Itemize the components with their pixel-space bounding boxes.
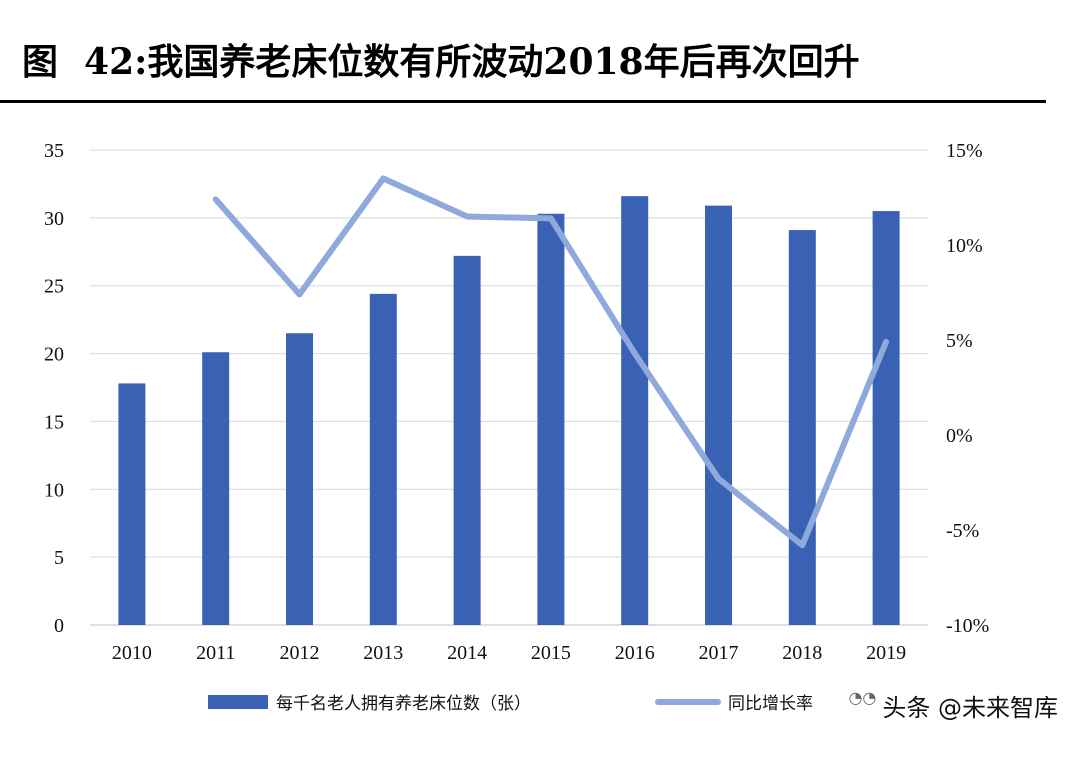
- bar: [453, 255, 481, 625]
- legend-label-line: 同比增长率: [728, 694, 813, 714]
- right-tick-label: 0%: [946, 425, 973, 447]
- bar-series: [118, 196, 900, 626]
- figure-title-text: 42:我国养老床位数有所波动2018年后再次回升: [84, 41, 860, 83]
- left-tick-label: 30: [44, 208, 64, 230]
- x-tick-label: 2013: [363, 642, 403, 664]
- right-tick-label: 15%: [946, 140, 983, 162]
- left-tick-label: 10: [44, 479, 64, 501]
- right-axis-ticks: -10% -5% 0% 5% 10% 15%: [946, 140, 989, 637]
- bar: [202, 352, 230, 625]
- figure-label: 图: [22, 41, 59, 83]
- x-tick-label: 2016: [615, 642, 655, 664]
- right-tick-label: -10%: [946, 615, 989, 637]
- x-axis-ticks: 2010 2011 2012 2013 2014 2015 2016 2017 2018 2019: [112, 642, 906, 664]
- left-axis-ticks: 0 5 10 15 20 25 30 35: [44, 140, 64, 637]
- watermark: ◔◔ 头条 @未来智库: [848, 688, 1058, 723]
- left-tick-label: 0: [54, 615, 64, 637]
- left-tick-label: 5: [54, 547, 64, 569]
- growth-line: [212, 175, 890, 549]
- bar: [537, 213, 565, 626]
- x-tick-label: 2010: [112, 642, 152, 664]
- watermark-text: 头条 @未来智库: [882, 694, 1058, 722]
- wechat-icon: ◔◔: [848, 688, 877, 707]
- left-tick-label: 35: [44, 140, 64, 162]
- bar: [369, 293, 397, 625]
- right-tick-label: -5%: [946, 520, 979, 542]
- bar: [118, 383, 146, 625]
- legend-label-bar: 每千名老人拥有养老床位数（张）: [276, 694, 531, 714]
- x-tick-label: 2014: [447, 642, 487, 664]
- right-tick-label: 5%: [946, 330, 973, 352]
- x-tick-label: 2012: [280, 642, 320, 664]
- left-tick-label: 25: [44, 276, 64, 298]
- bar: [705, 205, 732, 625]
- legend: 每千名老人拥有养老床位数（张） 同比增长率: [208, 694, 813, 714]
- left-tick-label: 20: [44, 344, 64, 366]
- right-tick-label: 10%: [946, 235, 983, 257]
- x-tick-label: 2015: [531, 642, 571, 664]
- figure-title: 图 42:我国养老床位数有所波动2018年后再次回升: [22, 38, 1052, 86]
- left-tick-label: 15: [44, 411, 64, 433]
- x-tick-label: 2011: [196, 642, 235, 664]
- legend-swatch-bar: [208, 695, 268, 709]
- x-tick-label: 2018: [782, 642, 822, 664]
- bar: [286, 333, 313, 625]
- x-tick-label: 2017: [699, 642, 739, 664]
- bar: [621, 196, 649, 625]
- x-tick-label: 2019: [866, 642, 906, 664]
- title-rule: [0, 100, 1046, 103]
- line-series: [212, 175, 890, 549]
- bar: [872, 211, 900, 626]
- bar: [788, 230, 816, 626]
